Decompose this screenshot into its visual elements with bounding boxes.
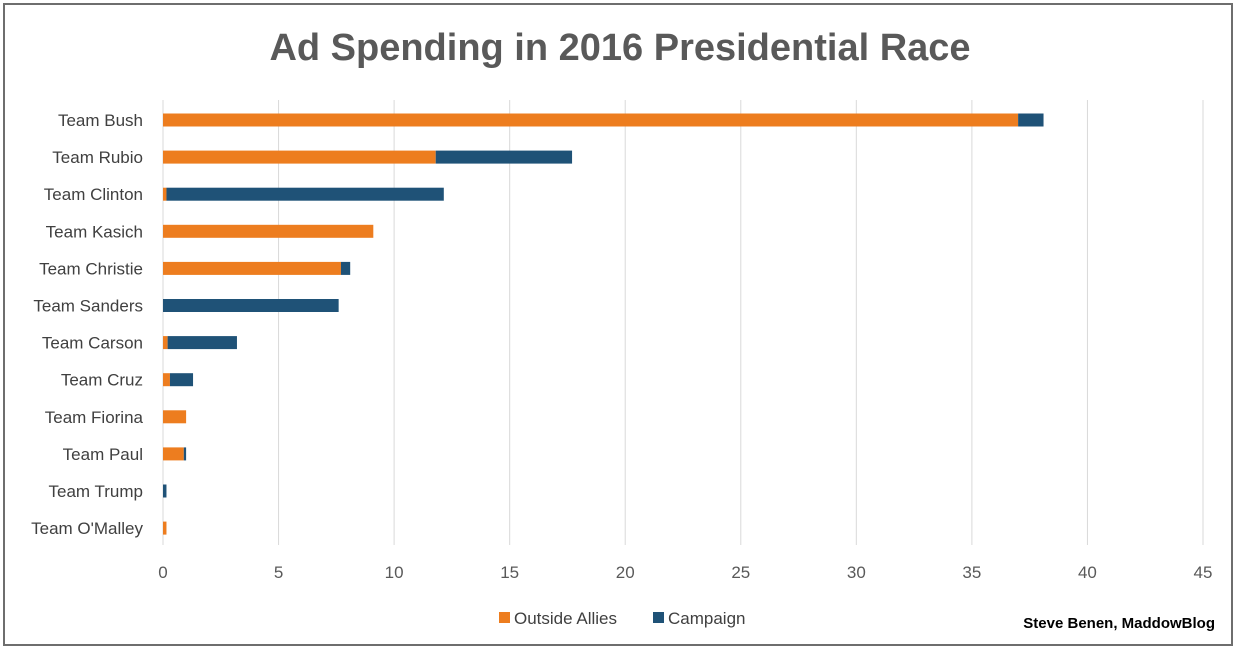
bar-team-bush-campaign xyxy=(1018,113,1044,127)
chart-frame xyxy=(3,3,1233,646)
bar-team-carson-campaign xyxy=(167,336,237,350)
legend-swatch-campaign xyxy=(653,612,664,623)
bar-team-clinton-campaign xyxy=(166,187,444,201)
x-tick-label: 30 xyxy=(847,563,866,582)
category-label: Team Fiorina xyxy=(45,408,144,427)
bar-team-paul-campaign xyxy=(183,447,187,461)
bar-team-christie-outside-allies xyxy=(163,261,341,275)
x-axis-tick-labels: 0 5 10 15 20 25 30 35 40 45 xyxy=(158,563,1212,582)
category-label: Team Trump xyxy=(49,482,143,501)
legend: Outside Allies Campaign xyxy=(499,609,746,628)
bar-team-trump-campaign xyxy=(163,484,167,498)
x-tick-label: 15 xyxy=(500,563,519,582)
category-label: Team Paul xyxy=(63,445,143,464)
bar-team-clinton-outside-allies xyxy=(163,187,167,201)
bar-team-kasich-outside-allies xyxy=(163,224,374,238)
category-labels: Team Bush Team Rubio Team Clinton Team Kasi… xyxy=(31,111,143,538)
x-tick-label: 20 xyxy=(616,563,635,582)
x-tick-label: 45 xyxy=(1194,563,1213,582)
category-label: Team Carson xyxy=(42,334,143,353)
x-tick-label: 35 xyxy=(962,563,981,582)
x-tick-label: 40 xyxy=(1078,563,1097,582)
credit-text: Steve Benen, MaddowBlog xyxy=(1023,615,1215,632)
bars xyxy=(163,113,1044,535)
gridlines xyxy=(162,100,1204,545)
bar-team-carson-outside-allies xyxy=(163,336,168,350)
bar-team-cruz-outside-allies xyxy=(163,373,170,387)
bar-team-bush-outside-allies xyxy=(163,113,1019,127)
legend-label-campaign: Campaign xyxy=(668,609,746,628)
x-tick-label: 10 xyxy=(385,563,404,582)
category-label: Team Christie xyxy=(39,259,143,278)
legend-label-outside-allies: Outside Allies xyxy=(514,609,617,628)
x-tick-label: 25 xyxy=(731,563,750,582)
legend-swatch-outside-allies xyxy=(499,612,510,623)
bar-team-christie-campaign xyxy=(340,261,351,275)
bar-team-sanders-campaign xyxy=(163,299,339,312)
bar-team-cruz-campaign xyxy=(169,373,194,387)
category-label: Team O'Malley xyxy=(31,519,143,538)
chart-title: Ad Spending in 2016 Presidential Race xyxy=(269,27,970,69)
category-label: Team Sanders xyxy=(33,297,143,316)
bar-team-o-malley-outside-allies xyxy=(163,521,167,535)
category-label: Team Rubio xyxy=(52,148,143,167)
bar-team-paul-outside-allies xyxy=(163,447,184,461)
x-tick-label: 5 xyxy=(274,563,283,582)
x-tick-label: 0 xyxy=(158,563,167,582)
bar-team-rubio-campaign xyxy=(435,150,573,164)
category-label: Team Cruz xyxy=(61,371,143,390)
category-label: Team Kasich xyxy=(46,222,143,241)
category-label: Team Clinton xyxy=(44,185,143,204)
bar-team-rubio-outside-allies xyxy=(163,150,436,164)
category-label: Team Bush xyxy=(58,111,143,130)
bar-team-fiorina-outside-allies xyxy=(163,410,187,424)
